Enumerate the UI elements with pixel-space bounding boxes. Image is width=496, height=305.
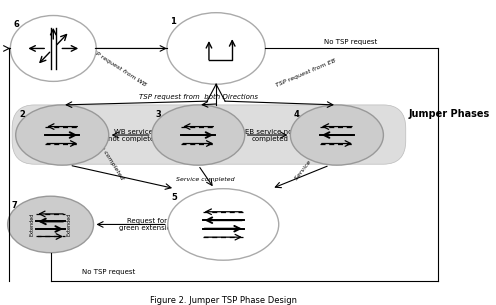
Text: No TSP request: No TSP request	[324, 39, 377, 45]
Ellipse shape	[7, 196, 94, 253]
Ellipse shape	[10, 16, 96, 81]
Text: Jumper Phases: Jumper Phases	[408, 109, 490, 119]
Ellipse shape	[167, 13, 265, 84]
Text: 7: 7	[11, 201, 17, 210]
Text: 3: 3	[155, 109, 161, 119]
Text: Extended: Extended	[67, 213, 72, 236]
Text: Service completed: Service completed	[89, 129, 124, 181]
Ellipse shape	[290, 105, 383, 165]
Ellipse shape	[152, 105, 245, 165]
Text: No TSP request: No TSP request	[82, 268, 135, 274]
Text: TSP request from WB: TSP request from WB	[88, 47, 147, 88]
Text: EB service not
completed: EB service not completed	[245, 128, 295, 142]
Text: 5: 5	[172, 193, 177, 203]
Text: WB service
not completed: WB service not completed	[109, 128, 159, 142]
Text: 2: 2	[19, 109, 25, 119]
Text: Service completed: Service completed	[295, 132, 334, 181]
Text: 4: 4	[294, 109, 300, 119]
Text: TSP request from  both Directions: TSP request from both Directions	[139, 94, 258, 100]
Text: Request for
green extension: Request for green extension	[119, 218, 176, 231]
Ellipse shape	[168, 189, 279, 260]
Text: 6: 6	[14, 20, 20, 29]
Text: 1: 1	[171, 17, 177, 27]
Text: TSP request from EB: TSP request from EB	[275, 58, 336, 88]
Text: Figure 2. Jumper TSP Phase Design: Figure 2. Jumper TSP Phase Design	[150, 296, 297, 305]
FancyBboxPatch shape	[12, 105, 406, 164]
Ellipse shape	[16, 105, 109, 165]
Text: Service completed: Service completed	[176, 178, 235, 182]
Text: Extended: Extended	[29, 213, 34, 236]
